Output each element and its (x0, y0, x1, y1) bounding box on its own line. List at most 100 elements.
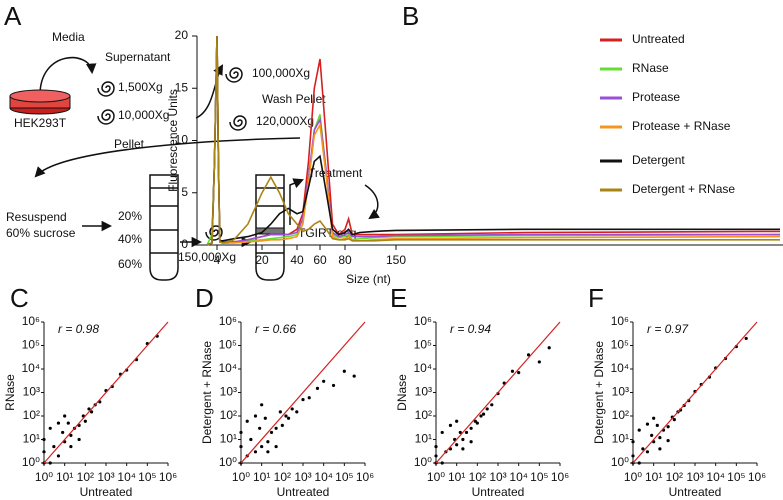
label: HEK293T (14, 116, 67, 130)
x-tick-label: 10³ (489, 470, 506, 484)
y-tick-label: 10⁰ (611, 455, 629, 469)
point (631, 454, 635, 458)
point (61, 430, 65, 435)
panel-letter: F (588, 283, 604, 313)
point (352, 374, 356, 378)
x-axis-label: Untreated (472, 485, 525, 499)
y-tick-label: 10⁵ (611, 338, 629, 352)
x-tick-label: 10⁴ (706, 470, 725, 484)
tube (149, 174, 179, 281)
point (342, 369, 346, 373)
point (56, 454, 61, 458)
point (331, 383, 336, 388)
y-tick-label: 10³ (220, 385, 237, 399)
x-tick-label: 10⁵ (138, 470, 156, 484)
tube-layers (256, 187, 284, 254)
point (66, 421, 70, 425)
point (63, 414, 67, 418)
x-axis-label: Size (nt) (346, 272, 391, 286)
diagonal (240, 321, 366, 464)
annotation: r = 0.94 (450, 322, 491, 336)
point (526, 353, 531, 357)
y-tick-label: 10⁵ (219, 338, 237, 352)
point (260, 403, 264, 407)
annotation: r = 0.98 (58, 322, 99, 336)
point (286, 416, 291, 420)
y-tick-label: 10¹ (23, 432, 40, 446)
panel-a: A Media HEK293T 1,500Xg 10,000Xg Superna… (4, 1, 380, 281)
point (658, 436, 662, 440)
point (464, 430, 469, 435)
diagonal (43, 321, 169, 464)
point (274, 444, 278, 449)
x-tick-label: 10³ (97, 470, 114, 484)
point (490, 403, 494, 407)
x-tick-label: 10² (77, 470, 94, 484)
point (260, 444, 264, 449)
x-tick-label: 10⁰ (35, 470, 53, 484)
panel-letter: D (195, 283, 214, 313)
x-tick-label: 20 (255, 253, 269, 267)
y-axis-label: RNase (3, 374, 17, 411)
y-tick-label: 10² (415, 408, 432, 422)
dish (9, 89, 71, 103)
centrifuge (97, 109, 115, 125)
x-axis-label: Untreated (80, 485, 133, 499)
y-tick-label: 10³ (23, 385, 40, 399)
centrifuge (225, 67, 243, 83)
x-axis-label: Untreated (669, 485, 722, 499)
point (440, 461, 444, 465)
point (87, 407, 91, 411)
point (69, 433, 73, 437)
x-tick-label: 40 (290, 253, 304, 267)
point (315, 386, 320, 390)
diagonal (435, 321, 561, 464)
point (434, 444, 438, 449)
x-tick-label: 10⁰ (624, 470, 642, 484)
point (481, 412, 486, 416)
legend-label: Protease + RNase (632, 119, 731, 133)
plot-area (206, 35, 781, 246)
y-tick-label: 10¹ (612, 432, 629, 446)
x-tick-label: 60 (313, 253, 327, 267)
y-tick-label: 10⁰ (22, 455, 40, 469)
legend-label: Untreated (632, 32, 685, 46)
y-axis-label: Fluorescence Units (166, 89, 180, 192)
y-axis-label: Detergent + RNase (200, 341, 214, 444)
legend-label: Protease (632, 90, 680, 104)
point (517, 371, 521, 375)
x-tick-label: 10² (274, 470, 291, 484)
panel-letter: C (10, 283, 29, 313)
tube (255, 174, 285, 281)
x-tick-label: 10⁰ (427, 470, 445, 484)
y-tick-label: 10² (612, 408, 629, 422)
point (83, 419, 87, 423)
label: 150,000Xg (178, 250, 236, 264)
label: Media (52, 30, 85, 44)
point (461, 447, 465, 451)
point (547, 346, 551, 350)
point (253, 414, 258, 418)
point (650, 433, 654, 437)
arrow (195, 64, 224, 119)
point (631, 440, 635, 444)
point (655, 423, 659, 427)
point (637, 461, 641, 465)
point (245, 419, 249, 423)
annotation: r = 0.66 (255, 322, 296, 336)
point (510, 369, 515, 373)
diagonal (632, 321, 758, 464)
point (440, 430, 444, 435)
point (239, 444, 243, 449)
y-tick-label: 10⁴ (413, 361, 432, 375)
point (645, 422, 650, 426)
y-tick-label: 10⁰ (414, 455, 432, 469)
y-tick-label: 10⁰ (219, 455, 237, 469)
centrifuge (97, 81, 115, 97)
point (461, 437, 465, 442)
point (645, 450, 650, 454)
y-tick-label: 10⁴ (610, 361, 629, 375)
x-tick-label: 150 (386, 253, 406, 267)
label: Treatment (308, 166, 363, 180)
panel-letter: A (4, 1, 22, 31)
